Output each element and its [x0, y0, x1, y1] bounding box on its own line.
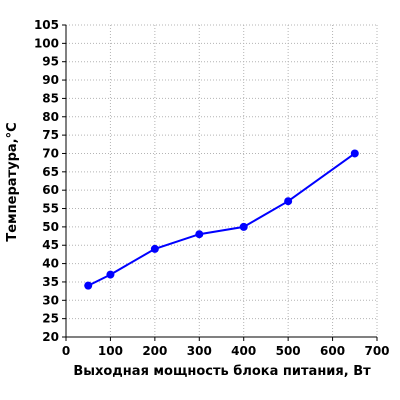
data-point [84, 281, 93, 290]
y-tick-label: 40 [42, 257, 59, 271]
series-line [87, 152, 356, 287]
x-tick-label: 100 [98, 344, 123, 358]
series-polyline [87, 152, 356, 287]
y-tick-label: 95 [42, 55, 59, 69]
y-tick-label: 60 [42, 183, 59, 197]
data-point [239, 222, 248, 231]
y-tick-label: 45 [42, 238, 59, 252]
x-tick-label: 600 [320, 344, 345, 358]
y-tick-label: 90 [42, 73, 59, 87]
data-point [150, 244, 159, 253]
x-tick-label: 200 [142, 344, 167, 358]
x-tick-label: 400 [231, 344, 256, 358]
tick-labels: 0 100 200 300 400 500 600 700 20 25 30 35 40 45 50 55 60… [34, 18, 390, 358]
y-tick-label: 75 [42, 128, 59, 142]
x-tick-label: 700 [364, 344, 389, 358]
x-tick-label: 500 [276, 344, 301, 358]
data-points [84, 149, 359, 290]
y-tick-label: 70 [42, 146, 59, 160]
y-tick-label: 35 [42, 275, 59, 289]
y-tick-label: 25 [42, 312, 59, 326]
axes [62, 24, 378, 341]
y-tick-label: 30 [42, 293, 59, 307]
data-point [106, 270, 115, 279]
y-tick-label: 20 [42, 330, 59, 344]
x-axis-title: Выходная мощность блока питания, Вт [73, 364, 371, 379]
data-point [195, 230, 204, 239]
data-point [350, 149, 359, 158]
x-tick-label: 0 [62, 344, 70, 358]
x-tick-label: 300 [187, 344, 212, 358]
grid [66, 24, 378, 337]
y-tick-label: 55 [42, 202, 59, 216]
y-tick-label: 100 [34, 36, 59, 50]
y-tick-label: 105 [34, 18, 59, 32]
y-axis-title: Температура,°С [5, 122, 20, 241]
y-tick-label: 50 [42, 220, 59, 234]
data-point [284, 197, 293, 206]
y-tick-label: 65 [42, 165, 59, 179]
y-tick-label: 85 [42, 91, 59, 105]
y-tick-label: 80 [42, 110, 59, 124]
